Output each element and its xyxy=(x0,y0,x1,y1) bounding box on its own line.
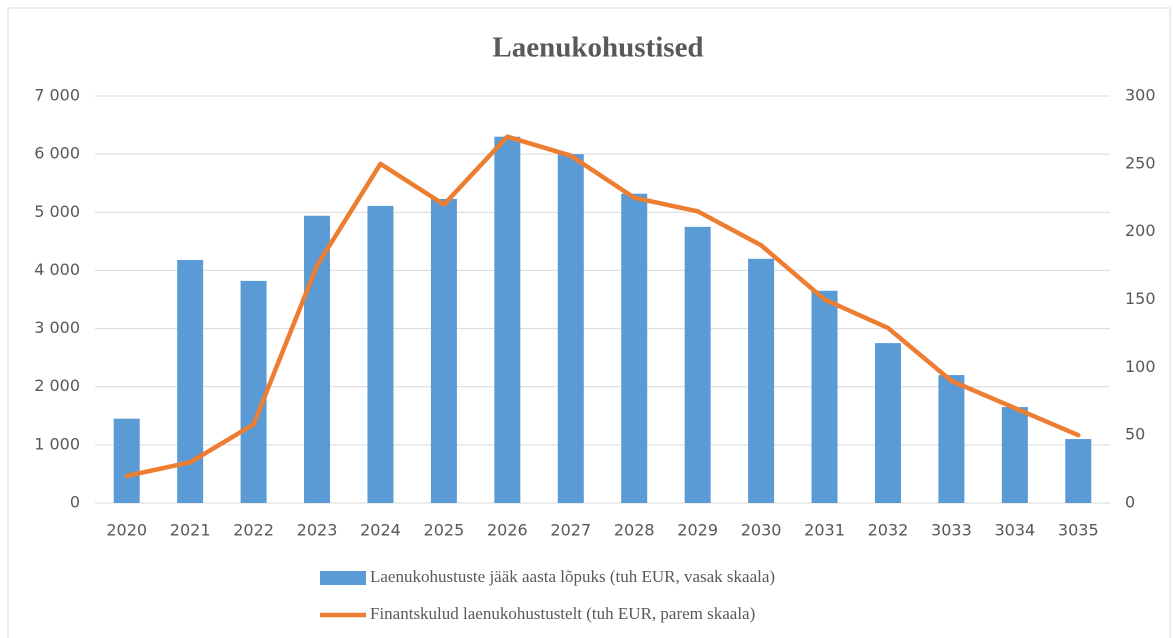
y-tick-label: 6 000 xyxy=(34,144,80,163)
legend-label: Finantskulud laenukohustustelt (tuh EUR,… xyxy=(370,604,755,623)
y-tick-label: 3 000 xyxy=(34,318,80,337)
bar xyxy=(240,280,267,503)
x-tick-label: 3034 xyxy=(994,521,1035,540)
x-tick-label: 2026 xyxy=(487,521,528,540)
bar xyxy=(621,193,648,503)
y2-tick-label: 50 xyxy=(1125,425,1145,444)
y-tick-label: 4 000 xyxy=(34,260,80,279)
bar xyxy=(684,226,711,504)
y-tick-label: 0 xyxy=(70,493,80,512)
x-tick-label: 2028 xyxy=(614,521,655,540)
bar xyxy=(874,343,901,503)
chart-title: Laenukohustised xyxy=(492,32,703,64)
bar xyxy=(367,205,394,503)
x-tick-label: 2027 xyxy=(550,521,591,540)
y-tick-label: 2 000 xyxy=(34,376,80,395)
y2-tick-label: 300 xyxy=(1125,86,1156,105)
x-tick-label: 2031 xyxy=(804,521,845,540)
x-tick-label: 2024 xyxy=(360,521,401,540)
y-tick-label: 7 000 xyxy=(34,86,80,105)
y2-tick-label: 100 xyxy=(1125,357,1156,376)
bar xyxy=(557,154,584,503)
legend-label: Laenukohustuste jääk aasta lõpuks (tuh E… xyxy=(370,567,775,586)
x-tick-label: 2025 xyxy=(424,521,465,540)
bar xyxy=(938,375,965,503)
y2-tick-label: 200 xyxy=(1125,221,1156,240)
bar xyxy=(1065,439,1092,503)
x-tick-label: 3033 xyxy=(931,521,972,540)
x-tick-label: 2021 xyxy=(170,521,211,540)
y-tick-label: 5 000 xyxy=(34,202,80,221)
line xyxy=(124,134,1081,479)
bar xyxy=(430,198,457,504)
y2-tick-label: 0 xyxy=(1125,493,1135,512)
y-tick-label: 1 000 xyxy=(34,434,80,453)
y2-tick-label: 250 xyxy=(1125,153,1156,172)
bar xyxy=(748,258,775,503)
bar xyxy=(1001,407,1028,503)
bar xyxy=(811,290,838,503)
bar xyxy=(494,136,521,503)
legend-swatch xyxy=(320,571,366,585)
x-tick-label: 2032 xyxy=(868,521,909,540)
x-tick-label: 2029 xyxy=(677,521,718,540)
x-tick-label: 2020 xyxy=(106,521,147,540)
bar xyxy=(304,215,331,503)
x-tick-label: 3035 xyxy=(1058,521,1099,540)
x-tick-label: 2022 xyxy=(233,521,274,540)
y2-tick-label: 150 xyxy=(1125,289,1156,308)
x-tick-label: 2023 xyxy=(297,521,338,540)
bar xyxy=(113,418,140,503)
x-tick-label: 2030 xyxy=(741,521,782,540)
